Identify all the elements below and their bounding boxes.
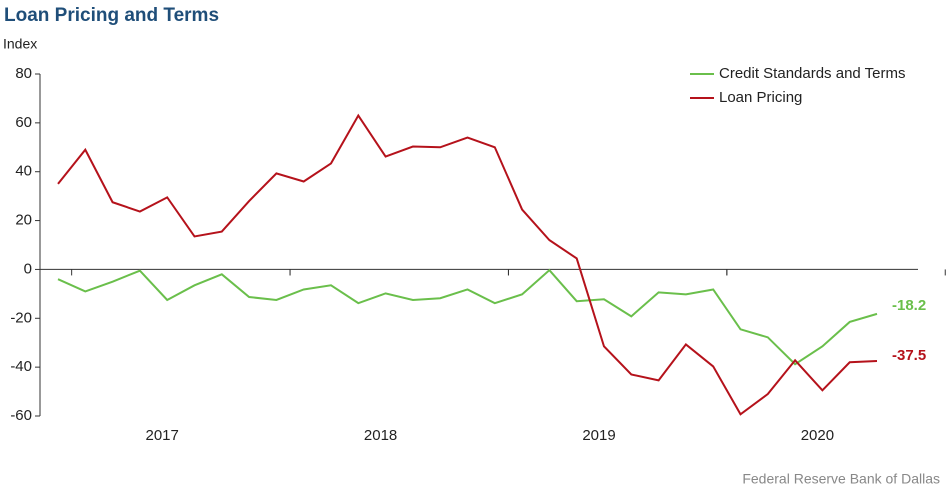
legend-label: Credit Standards and Terms <box>719 65 905 82</box>
y-tick-label: -40 <box>10 358 32 375</box>
x-tick-label: 2019 <box>582 427 615 444</box>
series-line <box>57 268 878 366</box>
y-tick-label: 20 <box>15 212 32 229</box>
end-label: -18.2 <box>892 297 926 314</box>
y-tick-label: -20 <box>10 309 32 326</box>
source: Federal Reserve Bank of Dallas <box>742 471 940 487</box>
chart-title: Loan Pricing and Terms <box>4 5 219 26</box>
x-tick-label: 2018 <box>364 427 397 444</box>
y-tick-label: 40 <box>15 163 32 180</box>
series-line <box>57 113 878 416</box>
y-tick-label: 0 <box>24 260 32 277</box>
y-tick-label: -60 <box>10 407 32 424</box>
y-axis-label: Index <box>3 36 37 52</box>
x-tick-label: 2020 <box>801 427 834 444</box>
legend-label: Loan Pricing <box>719 89 802 106</box>
y-tick-label: 60 <box>15 114 32 131</box>
end-label: -37.5 <box>892 347 926 364</box>
x-tick-label: 2017 <box>146 427 179 444</box>
y-tick-label: 80 <box>15 65 32 82</box>
